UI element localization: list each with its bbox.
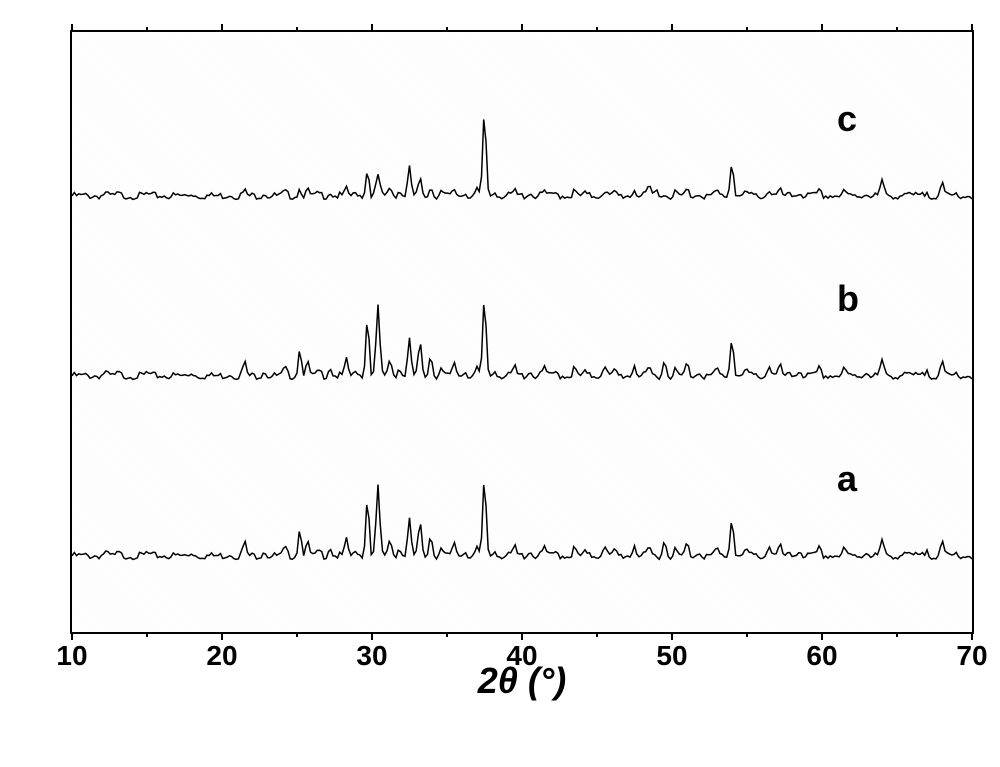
- x-tick-minor: [446, 27, 448, 32]
- plot-area: abc 10203040506070 2θ (°): [70, 30, 974, 634]
- x-tick-minor: [146, 632, 148, 637]
- x-tick-label: 10: [56, 640, 87, 672]
- x-tick-minor: [746, 27, 748, 32]
- x-tick: [521, 24, 523, 32]
- x-tick-label: 70: [956, 640, 987, 672]
- xrd-chart: abc 10203040506070 2θ (°): [40, 20, 980, 720]
- x-tick: [671, 632, 673, 640]
- x-tick-minor: [596, 632, 598, 637]
- x-tick-label: 50: [656, 640, 687, 672]
- x-tick-minor: [896, 27, 898, 32]
- x-tick: [521, 632, 523, 640]
- x-tick-label: 30: [356, 640, 387, 672]
- x-tick: [821, 24, 823, 32]
- x-tick: [221, 24, 223, 32]
- x-axis-label: 2θ (°): [478, 660, 566, 702]
- x-tick: [221, 632, 223, 640]
- x-tick: [971, 24, 973, 32]
- series-label-c: c: [837, 98, 857, 140]
- x-tick: [71, 24, 73, 32]
- x-tick-minor: [296, 27, 298, 32]
- x-tick-minor: [146, 27, 148, 32]
- x-tick-minor: [446, 632, 448, 637]
- x-tick-label: 60: [806, 640, 837, 672]
- x-tick-minor: [896, 632, 898, 637]
- x-tick: [671, 24, 673, 32]
- x-tick: [71, 632, 73, 640]
- x-tick: [971, 632, 973, 640]
- x-tick-minor: [596, 27, 598, 32]
- x-tick: [371, 632, 373, 640]
- x-tick-minor: [296, 632, 298, 637]
- x-tick-minor: [746, 632, 748, 637]
- x-tick: [821, 632, 823, 640]
- x-tick-label: 20: [206, 640, 237, 672]
- x-tick: [371, 24, 373, 32]
